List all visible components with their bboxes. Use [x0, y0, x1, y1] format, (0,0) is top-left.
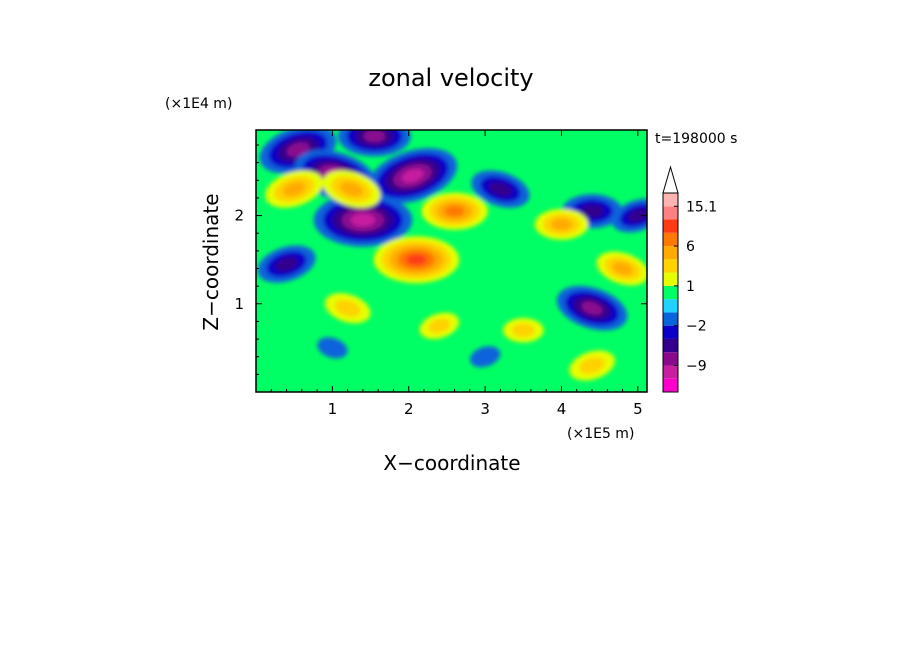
colorbar-segment: [663, 352, 678, 366]
contour-band: [444, 205, 465, 217]
contour-band: [579, 357, 605, 375]
colorbar-segment: [663, 285, 678, 300]
contour-band: [317, 337, 348, 359]
colorbar-tick-label: −2: [686, 319, 707, 335]
x-tick-label: 5: [633, 400, 643, 418]
colorbar-segment: [663, 378, 678, 392]
contour-band: [286, 142, 310, 157]
field-feature: [265, 170, 324, 208]
contour-band: [627, 208, 647, 223]
y-axis: 12: [234, 144, 647, 375]
colorbar-extend-arrow: [662, 165, 679, 194]
field-feature: [471, 170, 530, 208]
field-feature: [368, 148, 457, 204]
colorbar-segment: [663, 232, 678, 247]
field-feature: [502, 318, 544, 343]
field-feature: [322, 170, 381, 208]
colorbar-tick-label: −9: [686, 358, 707, 374]
contour-band: [580, 204, 604, 218]
contour-band: [340, 181, 363, 197]
contour-band: [363, 130, 386, 143]
colorbar-tick-label: 1: [686, 279, 695, 295]
x-tick-label: 3: [480, 400, 490, 418]
contour-band: [612, 261, 633, 276]
contour-band: [350, 213, 375, 227]
x-tick-label: 4: [557, 400, 567, 418]
colorbar-segment: [663, 219, 678, 233]
field-feature: [317, 337, 348, 359]
colorbar-segment: [663, 272, 678, 286]
colorbar-segment: [663, 259, 678, 273]
x-axis: 1 2 3 4 5: [270, 130, 643, 418]
field-feature: [337, 130, 411, 157]
colorbar-segment: [663, 299, 678, 313]
colorbar-tick-label: 15.1: [686, 199, 717, 215]
colorbar-segment: [663, 312, 678, 326]
contour-band: [334, 299, 361, 317]
field-feature: [324, 293, 371, 324]
x-axis-label: X−coordinate: [383, 451, 520, 475]
colorbar-segment: [663, 365, 678, 379]
colorbar-frame: [662, 192, 679, 393]
contour-band: [405, 253, 427, 266]
plot-frame: [255, 129, 648, 393]
colorbar-segment: [663, 246, 678, 260]
field-feature: [421, 192, 488, 230]
x-tick-label: 1: [328, 400, 338, 418]
y-tick-label: 1: [234, 295, 244, 313]
field-feature: [534, 208, 589, 240]
contour-band: [511, 323, 535, 338]
contour-band: [401, 169, 424, 183]
contour-band: [488, 181, 512, 197]
colorbar-segment: [663, 193, 678, 207]
contour-band: [428, 318, 451, 334]
contour-band: [275, 256, 298, 272]
x-unit-label: (×1E5 m): [567, 426, 634, 442]
contour-band: [469, 346, 501, 368]
field-feature: [373, 236, 460, 284]
field-feature: [313, 193, 413, 247]
colorbar-tick-label: 6: [686, 239, 695, 255]
field-feature: [556, 285, 628, 331]
colorbar-segment: [663, 325, 678, 339]
heatmap-field: [256, 130, 647, 392]
contour-band: [282, 181, 306, 197]
field-feature: [596, 251, 647, 286]
y-axis-label: Z−coordinate: [199, 193, 223, 330]
x-tick-label: 2: [404, 400, 414, 418]
field-feature: [257, 245, 316, 283]
y-tick-label: 2: [234, 207, 244, 225]
field-feature: [419, 312, 460, 340]
field-feature: [469, 346, 501, 368]
time-label: t=198000 s: [655, 131, 737, 147]
colorbar-segment: [663, 338, 678, 353]
contour-band: [550, 218, 573, 231]
field-feature: [569, 350, 615, 381]
colorbar-segment: [663, 206, 678, 220]
contour-band: [581, 301, 603, 315]
colorbar: 15.1 6 1 −2 −9: [662, 165, 717, 393]
y-unit-label: (×1E4 m): [165, 96, 232, 112]
chart-title: zonal velocity: [368, 64, 533, 92]
